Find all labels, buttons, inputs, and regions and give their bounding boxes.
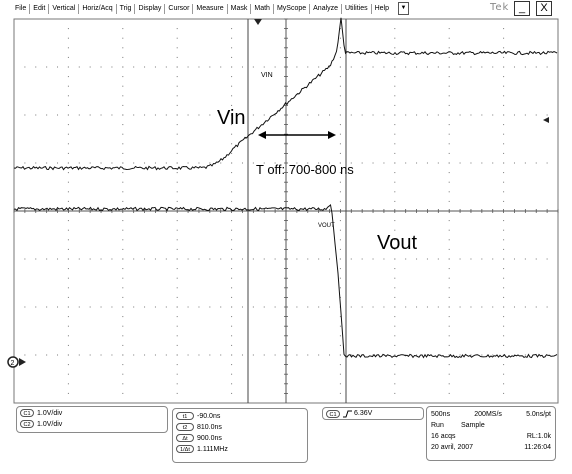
- chevron-down-icon[interactable]: ▼: [398, 2, 409, 15]
- trigger-row: C1 6.36V: [326, 409, 420, 418]
- arrow-right-icon: [328, 131, 336, 139]
- menu-item-vertical[interactable]: Vertical: [52, 5, 76, 12]
- menu-item-myscope[interactable]: MyScope: [276, 5, 307, 12]
- triangle-left-icon: [543, 117, 549, 123]
- cursor-t1-value: -90.0ns: [197, 412, 221, 420]
- menu-separator: [226, 4, 228, 14]
- acq-state: Run: [431, 421, 444, 429]
- channel-2-scale: 1.0V/div: [37, 420, 63, 428]
- menu-separator: [192, 4, 194, 14]
- menu-separator: [48, 4, 50, 14]
- close-button[interactable]: X: [536, 1, 552, 16]
- trigger-readout-panel[interactable]: C1 6.36V: [322, 407, 424, 420]
- cursor-t1-badge: t1: [176, 412, 194, 420]
- acq-mode: Sample: [461, 421, 485, 429]
- minimize-button[interactable]: _: [514, 1, 530, 16]
- acq-row-4: 20 avril, 2007 11:26:04: [431, 442, 551, 452]
- channel-1-badge: C1: [20, 409, 34, 417]
- cursor-freq-badge: 1/Δt: [176, 445, 194, 453]
- menu-item-analyze[interactable]: Analyze: [313, 5, 339, 12]
- vin-waveform: [13, 17, 558, 171]
- cursor-t1-row: t1 -90.0ns: [176, 411, 304, 421]
- menu-separator: [29, 4, 31, 14]
- cursor-delta-badge: Δt: [176, 434, 194, 442]
- channel-1-scale-row[interactable]: C1 1.0V/div: [20, 408, 164, 418]
- vout-waveform: [14, 203, 558, 359]
- menu-item-trig[interactable]: Trig: [119, 5, 132, 12]
- menu-item-help[interactable]: Help: [374, 5, 390, 12]
- acq-count: 16 acqs: [431, 432, 456, 440]
- cursor-t2-value: 810.0ns: [197, 423, 222, 431]
- menu-item-cursor[interactable]: Cursor: [168, 5, 190, 12]
- menu-items: File Edit Vertical Horiz/Acq Trig Display Curs…: [0, 2, 392, 16]
- acq-row-3: 16 acqs RL:1.0k: [431, 431, 551, 441]
- rising-edge-icon: [343, 410, 352, 417]
- menu-item-file[interactable]: File: [15, 5, 27, 12]
- channel-1-scale: 1.0V/div: [37, 409, 63, 417]
- axis-ticks: [13, 18, 559, 394]
- acq-date: 20 avril, 2007: [431, 443, 474, 451]
- vin-annotation: Vin: [217, 107, 246, 129]
- cursor-delta-value: 900.0ns: [197, 434, 222, 442]
- menu-separator: [341, 4, 343, 14]
- menu-item-measure[interactable]: Measure: [196, 5, 224, 12]
- acq-row-2: Run Sample: [431, 420, 551, 430]
- trigger-channel-badge: C1: [326, 409, 340, 418]
- menu-separator: [78, 4, 80, 14]
- cursor-readout-panel: t1 -90.0ns t2 810.0ns Δt 900.0ns 1/Δt 1.…: [172, 408, 308, 463]
- trigger-level: 6.36V: [354, 410, 373, 417]
- cursor-freq-row: 1/Δt 1.111MHz: [176, 444, 304, 454]
- menu-item-mask[interactable]: Mask: [230, 5, 248, 12]
- menu-bar: File Edit Vertical Horiz/Acq Trig Display Curs…: [0, 0, 572, 18]
- triangle-down-icon: [254, 19, 262, 25]
- toff-annotation: T off: 700-800 ns: [256, 162, 354, 177]
- menu-item-utilities[interactable]: Utilities: [345, 5, 368, 12]
- cursor-delta-row: Δt 900.0ns: [176, 433, 304, 443]
- menu-item-display[interactable]: Display: [138, 5, 162, 12]
- menu-separator: [115, 4, 117, 14]
- menu-item-horiz-acq[interactable]: Horiz/Acq: [82, 5, 113, 12]
- timebase: 500ns: [431, 410, 451, 418]
- channel-2-badge: C2: [20, 420, 34, 428]
- channel-2-scale-row[interactable]: C2 1.0V/div: [20, 419, 164, 429]
- channel-2-ground-marker[interactable]: [7, 356, 19, 368]
- menu-separator: [309, 4, 311, 14]
- menu-separator: [370, 4, 372, 14]
- cursor-freq-value: 1.111MHz: [197, 445, 228, 453]
- acquisition-panel[interactable]: 500ns 200MS/s 5.0ns/pt Run Sample 16 acq…: [426, 406, 556, 461]
- channel-scale-panel: C1 1.0V/div C2 1.0V/div: [16, 406, 168, 433]
- arrow-left-icon: [258, 131, 266, 139]
- vout-annotation: Vout: [377, 232, 417, 254]
- menu-item-math[interactable]: Math: [254, 5, 270, 12]
- ground-marker-arrow-icon: [19, 358, 26, 366]
- cursor-t2-row: t2 810.0ns: [176, 422, 304, 432]
- vin-channel-label: VIN: [261, 72, 273, 79]
- tek-logo: Tek: [490, 2, 510, 13]
- record-length: RL:1.0k: [526, 432, 551, 440]
- menu-separator: [134, 4, 136, 14]
- acq-row-1: 500ns 200MS/s 5.0ns/pt: [431, 409, 551, 419]
- acq-time: 11:26:04: [524, 443, 551, 451]
- sample-rate: 200MS/s: [474, 410, 502, 418]
- vout-channel-label: VOUT: [318, 223, 335, 229]
- ground-marker-label: 2: [11, 360, 15, 367]
- resolution: 5.0ns/pt: [526, 410, 551, 418]
- menu-item-edit[interactable]: Edit: [33, 5, 46, 12]
- menu-separator: [164, 4, 166, 14]
- cursor-t2-badge: t2: [176, 423, 194, 431]
- menu-separator: [250, 4, 252, 14]
- menu-separator: [272, 4, 274, 14]
